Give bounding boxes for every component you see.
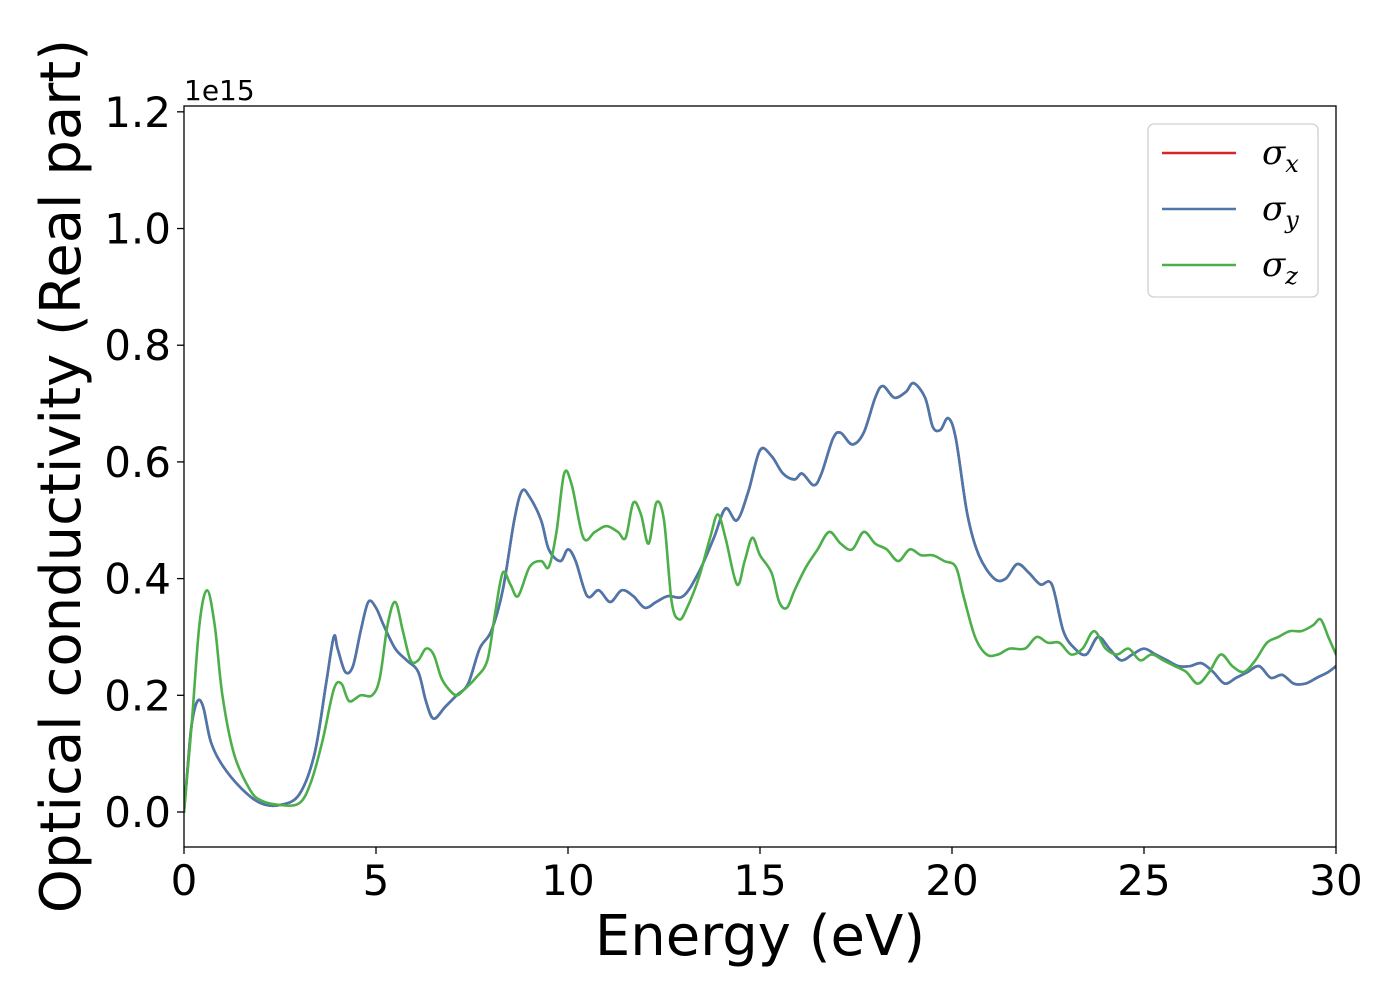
y-axis-title: Optical conductivity (Real part) [29, 39, 94, 913]
y-tick-label: 0.0 [104, 788, 171, 837]
legend-symbol: σ [1262, 133, 1286, 173]
legend-subscript: z [1284, 262, 1298, 290]
x-tick-label: 5 [363, 856, 390, 905]
x-axis-title: Energy (eV) [595, 904, 925, 969]
y-tick-label: 0.2 [104, 671, 171, 720]
x-tick-label: 20 [925, 856, 978, 905]
legend-symbol: σ [1262, 189, 1286, 229]
x-tick-label: 25 [1117, 856, 1170, 905]
x-tick-label: 30 [1309, 856, 1362, 905]
y-tick-label: 0.6 [104, 438, 171, 487]
legend-box [1147, 123, 1319, 298]
legend-subscript: x [1285, 150, 1299, 178]
series-layer [184, 381, 1336, 814]
y-axis-offset-label: 1e15 [184, 74, 255, 107]
y-tick-label: 0.8 [104, 321, 171, 370]
legend-label-z: σz [1262, 245, 1298, 290]
x-tick-label: 0 [171, 856, 198, 905]
x-tick-label: 10 [541, 856, 594, 905]
x-tick-label: 15 [733, 856, 786, 905]
plot-area [183, 105, 1337, 848]
y-axis: 0.0 0.2 0.4 0.6 0.8 1.0 1.2 [104, 88, 184, 837]
x-axis: 0 5 10 15 20 25 30 [171, 847, 1363, 905]
y-tick-label: 1.0 [104, 205, 171, 254]
legend-label-y: σy [1262, 189, 1299, 234]
y-tick-label: 1.2 [104, 88, 171, 137]
series-line-z [184, 469, 1336, 814]
y-tick-label: 0.4 [104, 555, 171, 604]
legend-symbol: σ [1262, 245, 1286, 285]
legend-subscript: y [1284, 206, 1299, 234]
legend-label-x: σx [1262, 133, 1299, 178]
